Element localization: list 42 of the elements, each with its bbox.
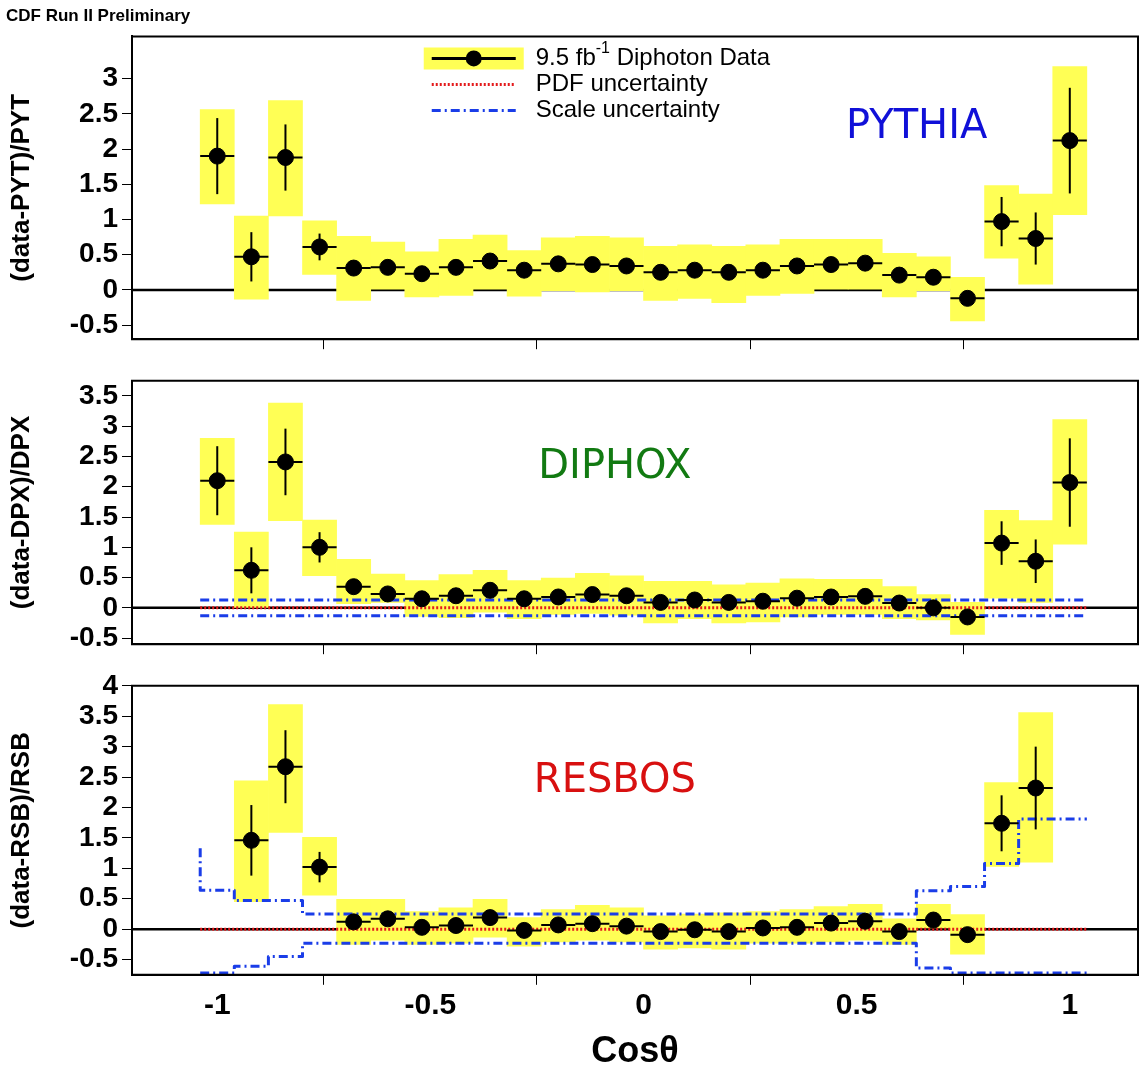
y-tick-label: 2.5	[79, 96, 118, 128]
y-tick-label: 0	[102, 272, 118, 304]
legend-label: Scale uncertainty	[535, 95, 720, 123]
x-tick-label: -0.5	[404, 987, 457, 1021]
y-tick-label: 4	[102, 668, 119, 700]
y-tick-label: 1	[102, 530, 118, 562]
y-tick-label: 3.5	[79, 698, 118, 730]
y-tick-label: -0.5	[69, 620, 118, 652]
x-axis-title: Cosθ	[591, 1029, 679, 1071]
annotation: DIPHOX	[538, 441, 692, 488]
y-tick-label: 2	[102, 131, 118, 163]
annotation: PYTHIA	[846, 100, 988, 147]
y-tick-label: 2.5	[79, 759, 118, 791]
x-tick-label: -1	[203, 987, 231, 1021]
legend-label: PDF uncertainty	[535, 69, 708, 97]
y-tick-label: 1.5	[79, 167, 118, 198]
x-tick-label: 1	[1061, 987, 1079, 1021]
y-tick-label: 0.5	[79, 237, 118, 269]
y-axis-title: (data-RSB)/RSB	[4, 732, 35, 929]
chart-title: CDF Run II Preliminary	[6, 5, 191, 25]
y-tick-label: 1.5	[79, 499, 118, 531]
y-tick-label: 1	[102, 202, 118, 234]
annotation: RESBOS	[533, 754, 696, 801]
x-tick-label: 0.5	[835, 987, 878, 1021]
y-axis-title: (data-DPX)/DPX	[4, 415, 35, 610]
x-tick-label: 0	[635, 987, 652, 1021]
y-tick-label: 2.5	[79, 439, 118, 471]
y-tick-label: 0.5	[79, 881, 118, 913]
y-tick-label: 3	[102, 408, 118, 440]
y-tick-label: 3.5	[79, 378, 118, 410]
y-tick-label: 0	[102, 590, 118, 622]
y-tick-label: 1.5	[79, 820, 118, 852]
y-tick-label: 1	[102, 851, 118, 883]
y-tick-label: -0.5	[69, 942, 118, 974]
y-tick-label: 3	[102, 61, 118, 93]
y-axis-title: (data-PYT)/PYT	[4, 93, 35, 282]
y-tick-label: 2	[102, 790, 118, 822]
y-tick-label: -0.5	[69, 307, 118, 339]
y-tick-label: 2	[102, 469, 118, 501]
y-tick-label: 0.5	[79, 560, 118, 592]
y-tick-label: 0	[102, 911, 118, 943]
y-tick-label: 3	[102, 729, 118, 761]
